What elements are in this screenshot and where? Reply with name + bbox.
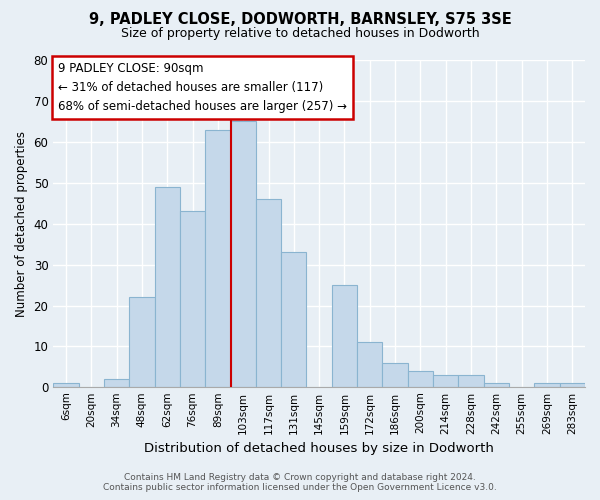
Bar <box>205 130 230 388</box>
Bar <box>357 342 382 388</box>
Bar <box>332 285 357 388</box>
Y-axis label: Number of detached properties: Number of detached properties <box>15 130 28 316</box>
Bar <box>408 371 433 388</box>
Bar <box>433 375 458 388</box>
X-axis label: Distribution of detached houses by size in Dodworth: Distribution of detached houses by size … <box>144 442 494 455</box>
Bar <box>256 199 281 388</box>
Bar <box>53 384 79 388</box>
Bar <box>180 212 205 388</box>
Bar <box>129 298 155 388</box>
Text: 9, PADLEY CLOSE, DODWORTH, BARNSLEY, S75 3SE: 9, PADLEY CLOSE, DODWORTH, BARNSLEY, S75… <box>89 12 511 28</box>
Bar <box>230 122 256 388</box>
Bar <box>458 375 484 388</box>
Bar <box>560 384 585 388</box>
Bar <box>484 384 509 388</box>
Text: Size of property relative to detached houses in Dodworth: Size of property relative to detached ho… <box>121 28 479 40</box>
Text: Contains HM Land Registry data © Crown copyright and database right 2024.
Contai: Contains HM Land Registry data © Crown c… <box>103 473 497 492</box>
Bar <box>104 379 129 388</box>
Bar <box>535 384 560 388</box>
Bar <box>281 252 307 388</box>
Text: 9 PADLEY CLOSE: 90sqm
← 31% of detached houses are smaller (117)
68% of semi-det: 9 PADLEY CLOSE: 90sqm ← 31% of detached … <box>58 62 347 113</box>
Bar <box>155 187 180 388</box>
Bar <box>382 363 408 388</box>
